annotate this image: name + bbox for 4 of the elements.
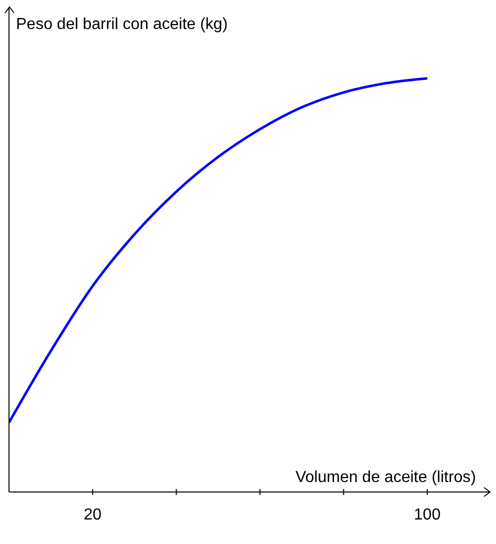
x-tick-label: 20 (84, 506, 102, 524)
x-axis-title: Volumen de aceite (litros) (295, 469, 476, 487)
y-axis-title: Peso del barril con aceite (kg) (16, 16, 228, 34)
x-tick-label: 100 (414, 506, 441, 524)
